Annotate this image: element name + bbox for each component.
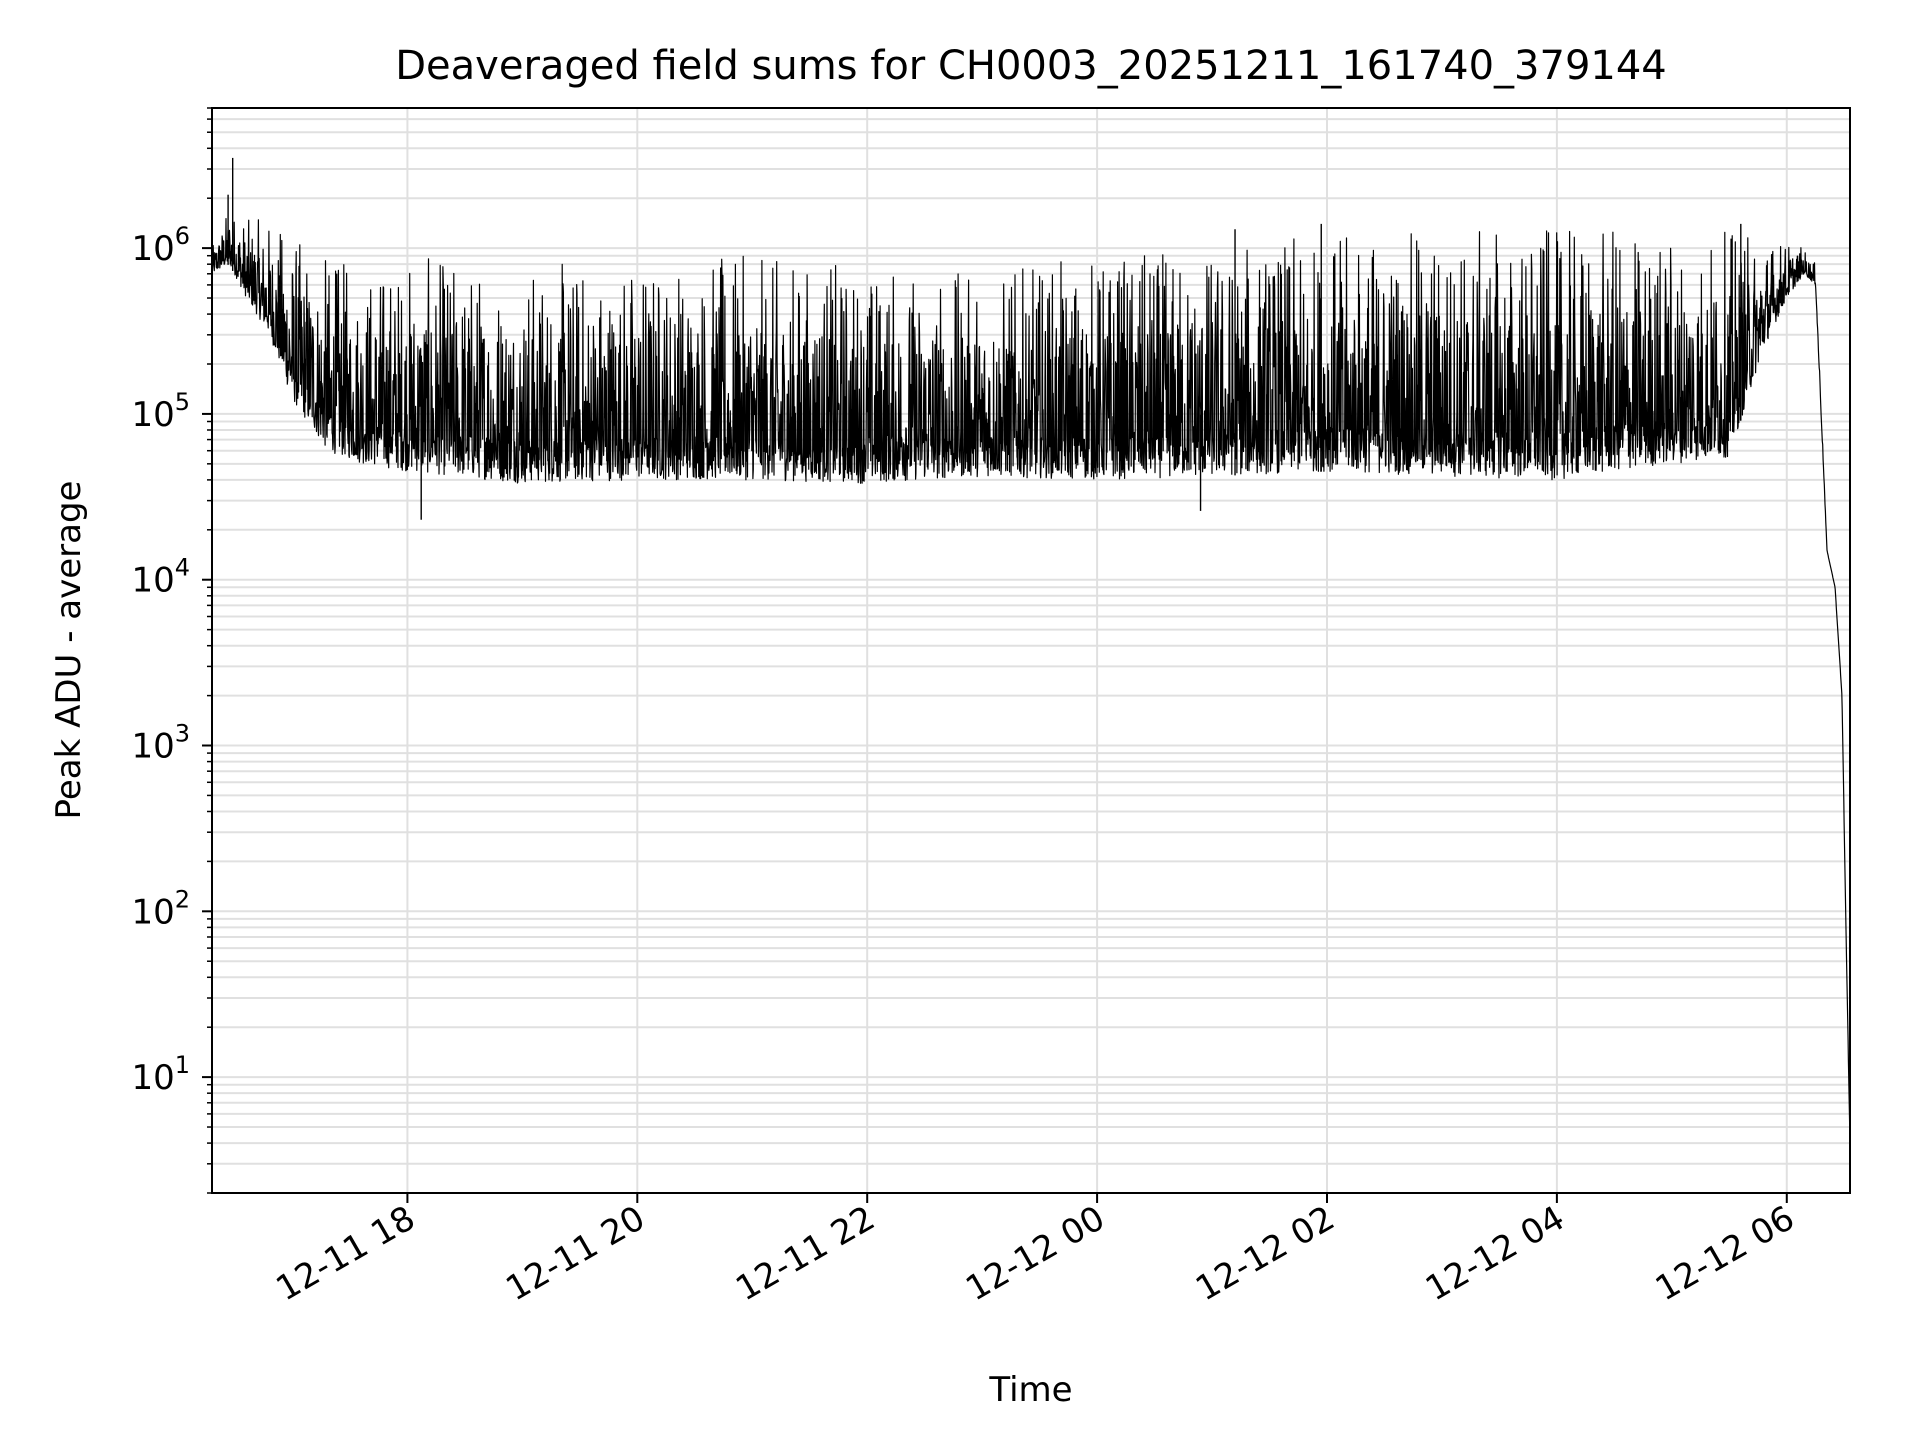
y-tick-label: 106 (131, 222, 190, 269)
y-tick-label-exponent: 6 (175, 222, 190, 250)
y-tick-label: 102 (131, 885, 190, 932)
plot-frame (211, 107, 1851, 1194)
y-tick-label: 105 (131, 388, 190, 435)
x-axis-label: Time (988, 1370, 1072, 1410)
y-tick-label-base: 10 (131, 1058, 174, 1098)
series-line (211, 218, 1851, 1144)
y-tick-label-base: 10 (131, 395, 174, 435)
y-tick-label-base: 10 (131, 727, 174, 767)
y-tick-label-base: 10 (131, 229, 174, 269)
y-tick-label-base: 10 (131, 892, 174, 932)
y-tick-label-exponent: 5 (175, 388, 190, 416)
chart-title: Deaveraged field sums for CH0003_2025121… (395, 43, 1667, 89)
series (211, 157, 1851, 1144)
y-tick-label: 103 (131, 720, 190, 767)
y-tick-label: 101 (131, 1051, 190, 1098)
y-axis-label: Peak ADU - average (49, 481, 89, 820)
y-tick-label-exponent: 2 (175, 885, 190, 913)
y-tick-label: 104 (131, 554, 190, 601)
y-tick-label-base: 10 (131, 561, 174, 601)
y-tick-label-exponent: 1 (175, 1051, 190, 1079)
y-tick-label-exponent: 4 (175, 554, 190, 582)
y-tick-label-exponent: 3 (175, 720, 190, 748)
